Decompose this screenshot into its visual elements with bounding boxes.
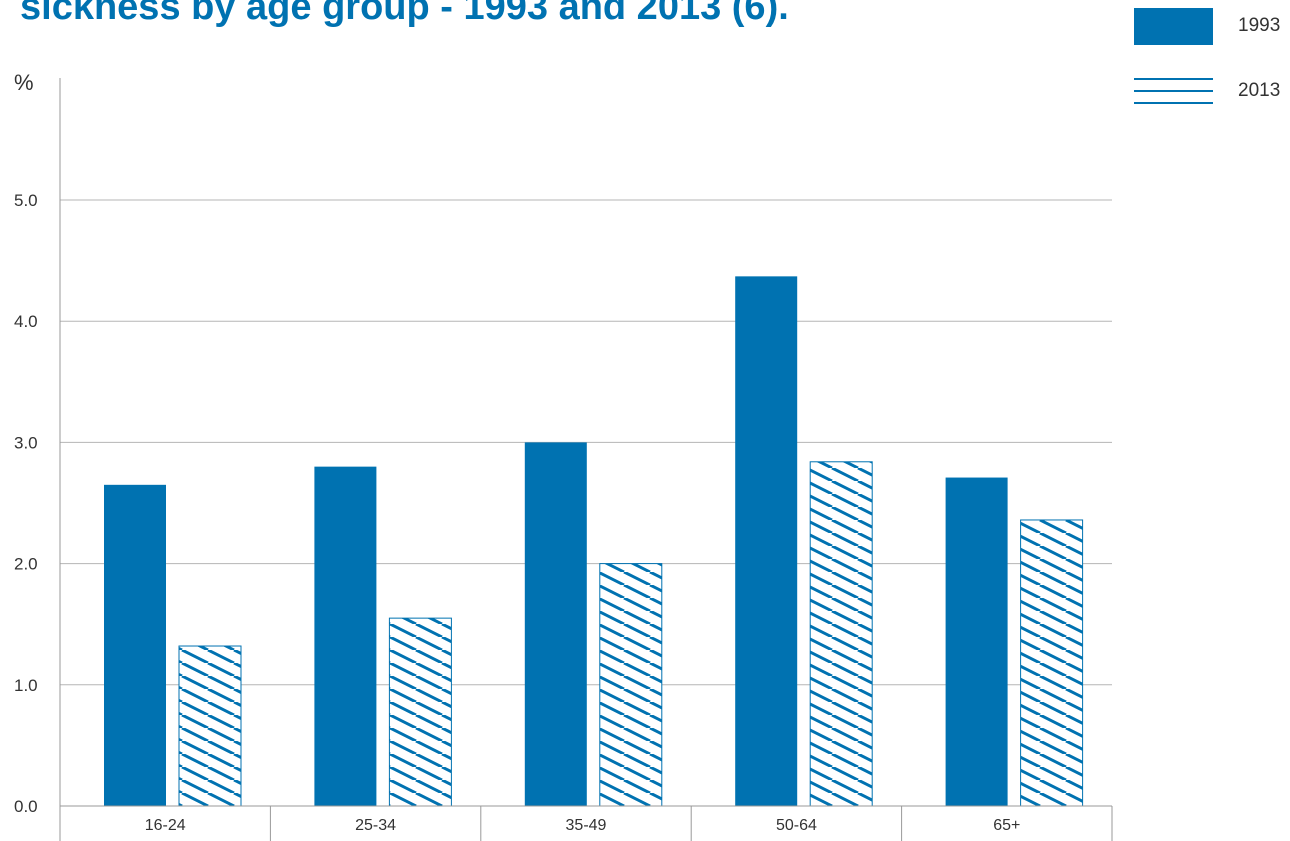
bar-1993 [945,477,1008,806]
axis-layer: 0.0 1.0 2.0 3.0 4.0 5.0% 16-24 25-34 35-49 50-64 6… [14,70,1113,841]
x-tick-label: 65+ [993,817,1020,834]
y-tick-label: 2.0 [14,555,38,574]
y-tick-label: 4.0 [14,312,38,331]
bar-1993 [314,466,377,806]
bars-layer [104,276,1084,807]
y-tick-label: 0.0 [14,797,38,816]
y-tick-label: 1.0 [14,676,38,695]
bar-2013 [1020,519,1084,807]
bar-2013 [599,563,663,807]
chart-title: sickness by age group - 1993 and 2013 (6… [20,0,789,27]
y-tick-label: 5.0 [14,191,38,210]
bar-2013 [809,461,873,807]
bar-2013 [388,617,452,807]
y-axis-label: % [14,70,34,95]
x-tick-label: 25-34 [355,817,396,834]
x-tick-label: 16-24 [145,817,186,834]
legend-swatch-2013 [1134,78,1213,104]
legend-label-2013: 2013 [1238,80,1281,101]
x-tick-label: 35-49 [566,817,607,834]
legend-swatch-1993 [1134,8,1213,45]
bar-1993 [735,276,798,807]
y-tick-label: 3.0 [14,433,38,452]
legend [1134,8,1213,104]
legend-label-1993: 1993 [1238,15,1281,36]
bar-1993 [524,442,587,806]
bar-1993 [104,484,166,806]
bar-2013 [178,645,242,807]
x-tick-label: 50-64 [776,817,817,834]
